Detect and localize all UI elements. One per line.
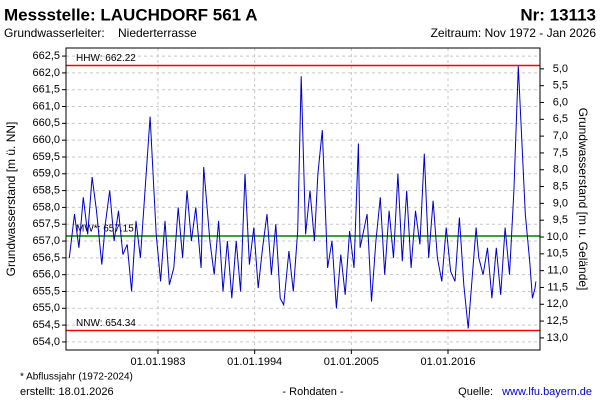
created: erstellt: 18.01.2026 [20,386,114,398]
y-tick-label: 661,5 [32,84,60,96]
x-tick-label: 01.01.2005 [324,356,379,368]
y2-tick-label: 7,5 [553,147,568,159]
period: Zeitraum: Nov 1972 - Jan 2026 [431,26,597,40]
y2-tick-label: 12,5 [547,315,568,327]
y-tick-label: 662,5 [32,50,60,62]
aquifer: Niederterrasse [118,26,197,40]
y2-tick-label: 7,0 [553,130,568,142]
y2-tick-label: 12,0 [547,298,568,310]
y2-tick-label: 5,5 [553,80,568,92]
y-tick-label: 658,0 [32,201,60,213]
y2-tick-label: 5,0 [553,63,568,75]
y2-tick-label: 6,5 [553,113,568,125]
x-tick-label: 01.01.1994 [227,356,282,368]
y-tick-label: 657,5 [32,218,60,230]
plot-frame [65,47,541,351]
y2-tick-label: 10,0 [547,231,568,243]
y-tick-label: 656,0 [32,269,60,281]
y2-tick-label: 11,5 [547,281,568,293]
y-axis-label: Grundwasserstand [m ü. NN] [4,122,18,277]
reference-label: HHW: 662.22 [76,53,136,64]
y2-tick-label: 9,5 [553,214,568,226]
y2-tick-label: 8,5 [553,180,568,192]
y-tick-label: 661,0 [32,100,60,112]
y2-axis-label: Grundwasserstand [m u. Gelände] [576,108,590,291]
reference-label: NNW: 654.34 [76,318,136,329]
y-tick-label: 655,0 [32,302,60,314]
source-link[interactable]: www.lfu.bayern.de [501,386,592,398]
source-label: Quelle: [458,386,493,398]
aquifer-label: Grundwasserleiter: [4,26,105,40]
y-tick-label: 654,5 [32,319,60,331]
y2-tick-label: 8,0 [553,164,568,176]
station-number: Nr: 13113 [520,5,596,24]
y-tick-label: 657,0 [32,235,60,247]
y-tick-label: 656,5 [32,252,60,264]
y2-tick-label: 11,0 [547,265,568,277]
y-tick-label: 655,5 [32,285,60,297]
raw-note: - Rohdaten - [282,386,343,398]
y-tick-label: 659,0 [32,168,60,180]
y-tick-label: 660,5 [32,117,60,129]
y2-tick-label: 10,5 [547,248,568,260]
y2-tick-label: 9,0 [553,197,568,209]
y-tick-label: 659,5 [32,151,60,163]
y2-tick-label: 13,0 [547,332,568,344]
series-line [68,66,537,329]
x-tick-label: 01.01.1983 [130,356,185,368]
y-tick-label: 654,0 [32,336,60,348]
y-tick-label: 658,5 [32,184,60,196]
y2-tick-label: 6,0 [553,96,568,108]
y-tick-label: 660,0 [32,134,60,146]
x-tick-label: 01.01.2016 [420,356,475,368]
footnote: * Abflussjahr (1972-2024) [20,372,133,383]
y-tick-label: 662,0 [32,67,60,79]
plot-area [66,48,540,350]
chart-title: Messstelle: LAUCHDORF 561 A [4,5,258,24]
